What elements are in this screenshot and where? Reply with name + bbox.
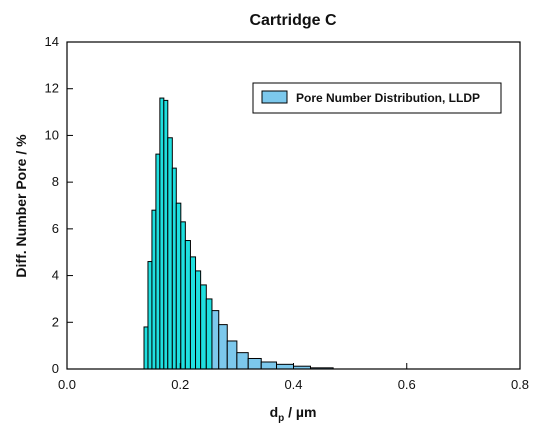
histogram-bar xyxy=(189,256,197,370)
y-tick-label: 8 xyxy=(52,174,59,189)
histogram-bar xyxy=(211,310,220,370)
y-tick-label: 12 xyxy=(45,81,59,96)
legend: Pore Number Distribution, LLDP xyxy=(252,82,502,114)
legend-swatch xyxy=(261,90,288,104)
histogram-bar xyxy=(218,324,228,370)
x-tick-label: 0.4 xyxy=(284,377,302,392)
y-tick-label: 4 xyxy=(52,268,59,283)
y-tick-label: 6 xyxy=(52,221,59,236)
histogram-bar xyxy=(143,326,149,370)
x-tick-label: 0.6 xyxy=(398,377,416,392)
histogram-bar xyxy=(184,240,191,370)
y-tick-label: 2 xyxy=(52,314,59,329)
histogram-bar xyxy=(205,298,213,370)
histogram-bar xyxy=(195,270,202,370)
histogram-bar xyxy=(236,352,249,370)
x-axis-label: dp / µm xyxy=(270,404,317,424)
x-tick-label: 0.0 xyxy=(58,377,76,392)
y-axis-label: Diff. Number Pore / % xyxy=(13,134,29,278)
histogram-bar xyxy=(276,363,295,370)
histogram-bar xyxy=(167,137,173,370)
chart-title: Cartridge C xyxy=(249,12,337,29)
legend-box xyxy=(252,82,502,114)
x-axis-label-main: d xyxy=(270,404,279,420)
histogram-bar xyxy=(147,261,153,370)
histogram-bar xyxy=(226,340,238,370)
histogram-bar xyxy=(171,167,177,370)
histogram-bar xyxy=(163,99,169,370)
legend-label: Pore Number Distribution, LLDP xyxy=(296,91,480,105)
x-tick-label: 0.8 xyxy=(511,377,529,392)
y-axis: 0 2 4 6 8 10 12 14 xyxy=(45,34,73,376)
y-tick-label: 0 xyxy=(52,361,59,376)
x-axis-label-subscript: p xyxy=(278,413,284,424)
histogram-bar xyxy=(159,97,165,370)
y-tick-label: 14 xyxy=(45,34,59,49)
histogram-bar xyxy=(180,221,186,370)
histogram-bar xyxy=(260,361,278,370)
histogram-bar xyxy=(200,284,207,370)
x-axis: 0.0 0.2 0.4 0.6 0.8 xyxy=(58,363,529,392)
histogram-bar xyxy=(155,153,161,370)
histogram-bar xyxy=(151,209,157,370)
histogram-bar xyxy=(247,357,262,370)
x-axis-label-unit: / µm xyxy=(284,404,316,420)
bar-group xyxy=(143,97,334,370)
histogram-bar xyxy=(175,202,182,370)
y-tick-label: 10 xyxy=(45,127,59,142)
x-tick-label: 0.2 xyxy=(171,377,189,392)
